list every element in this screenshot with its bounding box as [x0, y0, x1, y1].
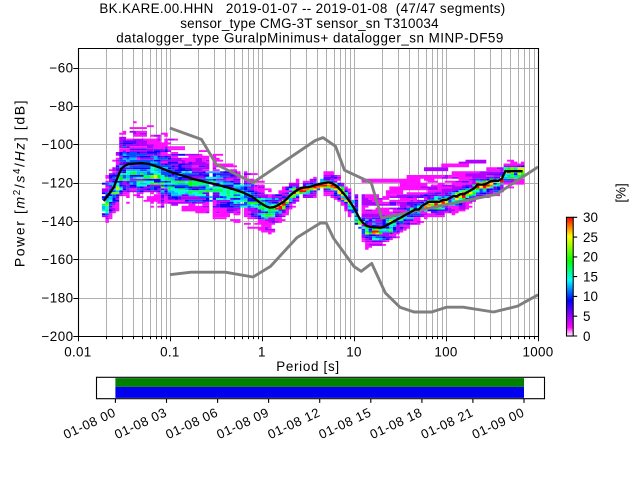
svg-text:1000: 1000 [523, 344, 554, 359]
svg-text:10: 10 [583, 289, 598, 304]
svg-text:−80: −80 [49, 99, 73, 114]
svg-text:Power [m2/s4/Hz] [dB]: Power [m2/s4/Hz] [dB] [12, 99, 28, 267]
svg-text:25: 25 [583, 230, 598, 245]
svg-text:−140: −140 [42, 214, 74, 229]
svg-text:10: 10 [346, 344, 362, 359]
svg-text:[%]: [%] [614, 183, 629, 202]
svg-text:5: 5 [583, 309, 590, 324]
svg-text:20: 20 [583, 250, 598, 265]
svg-text:−200: −200 [42, 329, 74, 344]
svg-text:15: 15 [583, 269, 598, 284]
svg-text:Period [s]: Period [s] [276, 359, 340, 374]
svg-text:1: 1 [258, 344, 266, 359]
svg-text:−60: −60 [49, 61, 73, 76]
svg-text:100: 100 [434, 344, 457, 359]
svg-text:0: 0 [583, 329, 590, 344]
svg-text:−160: −160 [42, 252, 74, 267]
svg-text:−100: −100 [42, 137, 74, 152]
svg-text:sensor_type CMG-3T sensor_sn T: sensor_type CMG-3T sensor_sn T310034 [180, 16, 439, 31]
svg-text:30: 30 [583, 210, 598, 225]
svg-text:−180: −180 [42, 291, 74, 306]
svg-text:datalogger_type GuralpMinimus+: datalogger_type GuralpMinimus+ datalogge… [116, 30, 504, 45]
svg-text:BK.KARE.00.HHN 2019-01-07 --: BK.KARE.00.HHN 2019-01-07 -- 2019-01-08 … [99, 1, 505, 16]
svg-text:−120: −120 [42, 176, 74, 191]
svg-text:0.1: 0.1 [160, 344, 180, 359]
svg-text:0.01: 0.01 [64, 344, 91, 359]
